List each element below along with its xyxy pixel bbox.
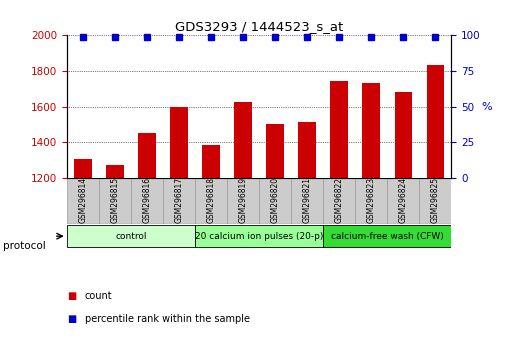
Text: ■: ■ <box>67 314 76 324</box>
Bar <box>363 84 380 178</box>
Bar <box>266 125 284 178</box>
Bar <box>356 178 387 224</box>
Text: GSM296819: GSM296819 <box>239 177 248 223</box>
Bar <box>330 81 348 178</box>
Text: GSM296814: GSM296814 <box>78 177 87 223</box>
Text: GSM296821: GSM296821 <box>303 177 312 223</box>
Text: GSM296820: GSM296820 <box>270 177 280 223</box>
Bar <box>67 225 195 247</box>
Text: percentile rank within the sample: percentile rank within the sample <box>85 314 250 324</box>
Bar <box>394 92 412 178</box>
Bar <box>131 178 163 224</box>
Bar <box>195 225 323 247</box>
Bar <box>299 122 316 178</box>
Bar <box>67 178 98 224</box>
Text: 20 calcium ion pulses (20-p): 20 calcium ion pulses (20-p) <box>195 232 323 241</box>
Text: GSM296816: GSM296816 <box>142 177 151 223</box>
Bar <box>420 178 451 224</box>
Bar <box>163 178 195 224</box>
Text: GSM296824: GSM296824 <box>399 177 408 223</box>
Bar <box>291 178 323 224</box>
Text: GSM296815: GSM296815 <box>110 177 120 223</box>
Bar <box>234 102 252 178</box>
Text: GSM296823: GSM296823 <box>367 177 376 223</box>
Title: GDS3293 / 1444523_s_at: GDS3293 / 1444523_s_at <box>175 20 343 33</box>
Text: GSM296818: GSM296818 <box>206 177 215 223</box>
Y-axis label: %: % <box>481 102 491 112</box>
Text: protocol: protocol <box>3 241 45 251</box>
Text: count: count <box>85 291 112 301</box>
Bar <box>323 178 355 224</box>
Bar <box>106 165 124 178</box>
Text: calcium-free wash (CFW): calcium-free wash (CFW) <box>331 232 444 241</box>
Text: GSM296825: GSM296825 <box>431 177 440 223</box>
Bar <box>202 145 220 178</box>
Bar <box>427 65 444 178</box>
Bar <box>323 225 451 247</box>
Bar <box>74 159 91 178</box>
Bar <box>195 178 227 224</box>
Bar <box>138 133 155 178</box>
Text: ■: ■ <box>67 291 76 301</box>
Bar <box>227 178 259 224</box>
Bar <box>170 107 188 178</box>
Text: GSM296822: GSM296822 <box>334 177 344 223</box>
Bar <box>259 178 291 224</box>
Text: GSM296817: GSM296817 <box>174 177 184 223</box>
Bar <box>387 178 419 224</box>
Bar <box>99 178 131 224</box>
Text: control: control <box>115 232 147 241</box>
